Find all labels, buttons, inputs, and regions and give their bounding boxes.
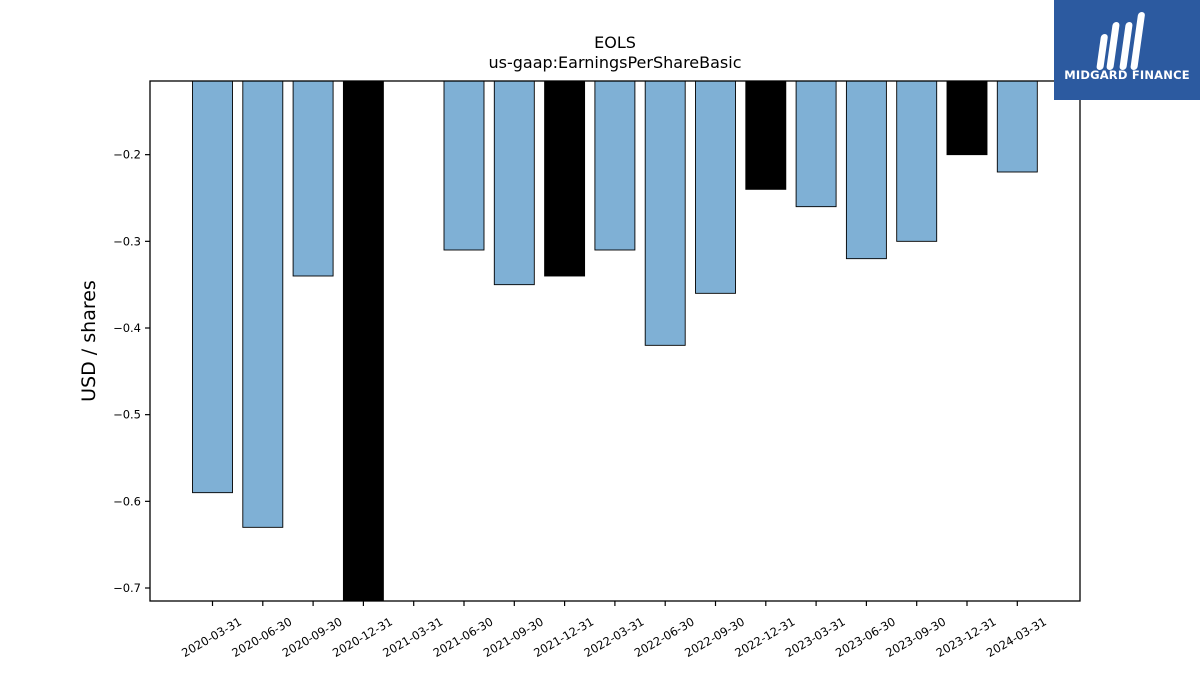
bar-2023-03-31 (795, 80, 837, 208)
bar-2020-03-31 (192, 80, 233, 494)
y-tick-label: −0.5 (113, 408, 141, 422)
midgard-logo: MIDGARD FINANCE (1054, 0, 1200, 100)
bar-2022-12-31 (745, 80, 787, 190)
bar-2021-06-30 (443, 80, 485, 251)
bar-2021-09-30 (493, 80, 535, 286)
bar-2022-03-31 (594, 80, 636, 251)
bar-2022-09-30 (695, 80, 736, 294)
y-tick-label: −0.6 (113, 494, 141, 508)
logo-text: MIDGARD FINANCE (1064, 68, 1190, 82)
y-tick-label: −0.2 (113, 148, 141, 162)
x-axis: 2020-03-312020-06-302020-09-302020-12-31… (179, 601, 1049, 660)
bar-2023-12-31 (946, 80, 988, 156)
y-tick-label: −0.4 (113, 321, 141, 335)
y-axis: −0.7 −0.6 −0.5 −0.4 −0.3 −0.2 (113, 148, 150, 595)
bar-2020-06-30 (242, 80, 284, 528)
bar-2021-12-31 (544, 80, 586, 277)
y-tick-label: −0.3 (113, 234, 141, 248)
chart-subtitle: us-gaap:EarningsPerShareBasic (488, 53, 741, 72)
bar-2023-06-30 (845, 80, 887, 260)
y-tick-label: −0.7 (113, 581, 141, 595)
bar-2020-12-31 (342, 80, 384, 602)
bars-group (192, 80, 1038, 602)
bar-2022-06-30 (644, 80, 686, 346)
chart-title: EOLS (594, 33, 636, 52)
bar-2020-09-30 (292, 80, 334, 277)
y-axis-label: USD / shares (78, 280, 100, 402)
midgard-logo-icon (1096, 12, 1145, 70)
bar-2024-03-31 (996, 80, 1038, 173)
bar-2023-09-30 (896, 80, 938, 242)
